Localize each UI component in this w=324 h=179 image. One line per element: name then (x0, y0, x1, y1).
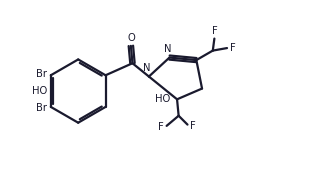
Text: Br: Br (36, 69, 47, 79)
Text: F: F (230, 43, 236, 53)
Text: F: F (190, 121, 196, 131)
Text: Br: Br (36, 103, 47, 113)
Text: O: O (127, 33, 135, 43)
Text: HO: HO (155, 94, 170, 104)
Text: HO: HO (32, 86, 47, 96)
Text: F: F (212, 26, 217, 36)
Text: N: N (164, 44, 172, 54)
Text: N: N (143, 63, 150, 73)
Text: F: F (158, 122, 164, 132)
